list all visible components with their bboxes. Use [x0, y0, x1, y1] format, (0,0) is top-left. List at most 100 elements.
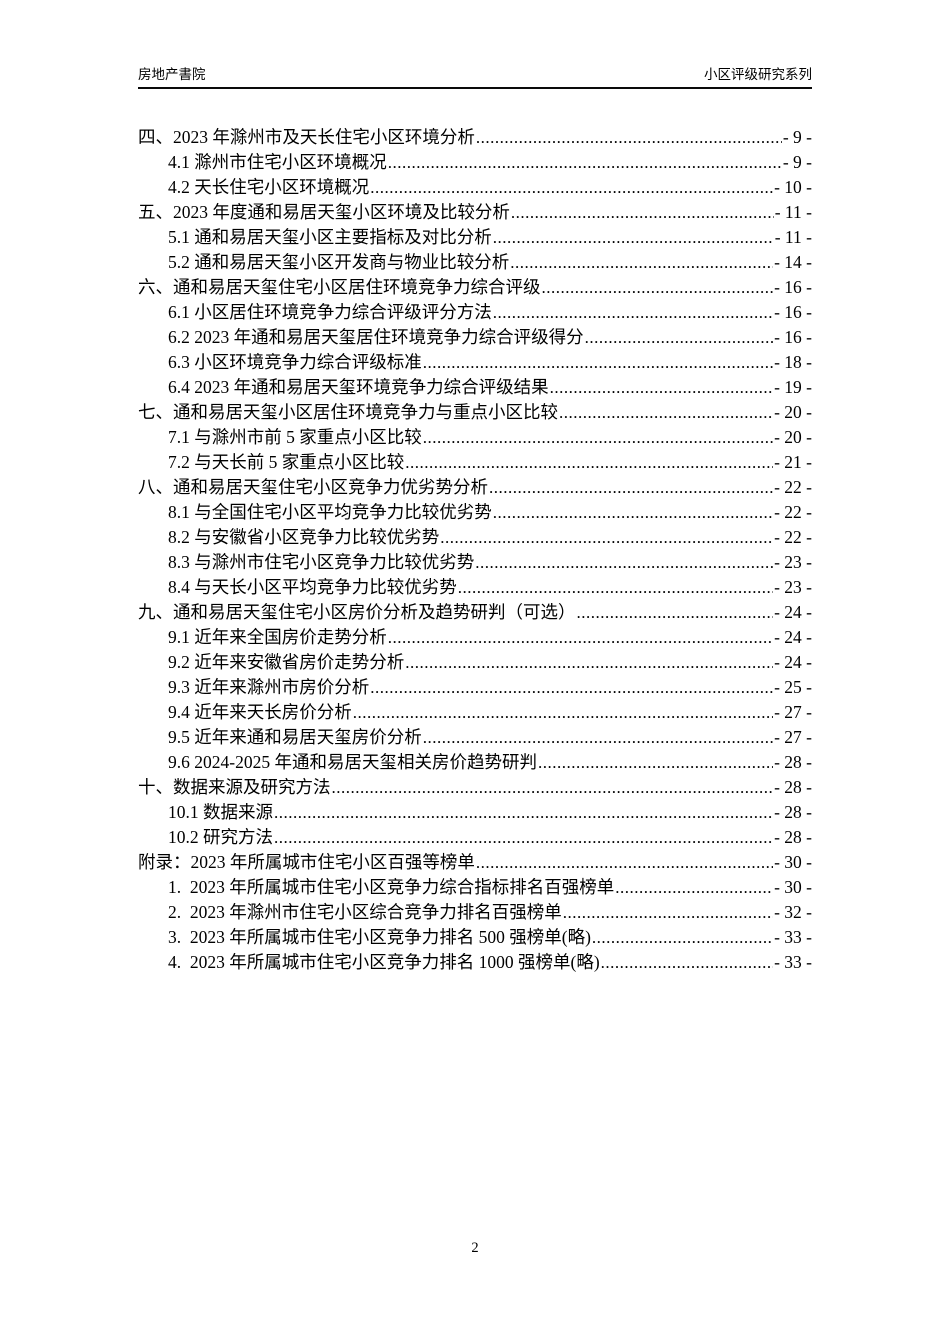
toc-entry: 8.2 与安徽省小区竞争力比较优劣势 - 22 -	[138, 525, 812, 550]
toc-entry-label: 8.4 与天长小区平均竞争力比较优劣势	[168, 577, 457, 597]
toc-entry-page-number: - 16 -	[774, 277, 812, 297]
toc-entry-page-number: - 9 -	[782, 127, 812, 147]
toc-entry-page-number: - 16 -	[774, 327, 812, 347]
toc-entry: 1. 2023 年所属城市住宅小区竞争力综合指标排名百强榜单 - 30 -	[138, 875, 812, 900]
toc-entry-page-number: - 24 -	[774, 627, 812, 647]
toc-dot-leader	[542, 275, 774, 300]
toc-dot-leader	[458, 575, 773, 600]
toc-entry: 3. 2023 年所属城市住宅小区竞争力排名 500 强榜单(略) - 33 -	[138, 925, 812, 950]
toc-entry-label: 九、通和易居天玺住宅小区房价分析及趋势研判（可选）	[138, 602, 576, 622]
toc-dot-leader	[370, 175, 773, 200]
toc-entry-label: 1. 2023 年所属城市住宅小区竞争力综合指标排名百强榜单	[168, 877, 615, 897]
toc-entry-label: 9.3 近年来滁州市房价分析	[168, 677, 370, 697]
toc-entry-page-number: - 16 -	[774, 302, 812, 322]
toc-dot-leader	[511, 200, 774, 225]
toc-entry-page-number: - 23 -	[774, 577, 812, 597]
toc-entry-label: 十、数据来源及研究方法	[138, 777, 331, 797]
toc-entry: 9.2 近年来安徽省房价走势分析 - 24 -	[138, 650, 812, 675]
toc-entry: 9.5 近年来通和易居天玺房价分析 - 27 -	[138, 725, 812, 750]
toc-dot-leader	[585, 325, 773, 350]
toc-entry-page-number: - 10 -	[774, 177, 812, 197]
toc-entry-label: 8.1 与全国住宅小区平均竞争力比较优劣势	[168, 502, 492, 522]
toc-entry-label: 2. 2023 年滁州市住宅小区综合竞争力排名百强榜单	[168, 902, 562, 922]
toc-entry: 8.1 与全国住宅小区平均竞争力比较优劣势 - 22 -	[138, 500, 812, 525]
toc-entry: 9.1 近年来全国房价走势分析 - 24 -	[138, 625, 812, 650]
toc-entry-page-number: - 32 -	[774, 902, 812, 922]
toc-entry-label: 七、通和易居天玺小区居住环境竞争力与重点小区比较	[138, 402, 558, 422]
toc-entry-label: 4.2 天长住宅小区环境概况	[168, 177, 370, 197]
toc-entry-label: 八、通和易居天玺住宅小区竞争力优劣势分析	[138, 477, 488, 497]
toc-dot-leader	[489, 475, 773, 500]
toc-entry-page-number: - 28 -	[774, 752, 812, 772]
toc-entry: 6.3 小区环境竞争力综合评级标准 - 18 -	[138, 350, 812, 375]
toc-dot-leader	[388, 150, 782, 175]
toc-entry: 十、数据来源及研究方法 - 28 -	[138, 775, 812, 800]
toc-entry-label: 9.4 近年来天长房价分析	[168, 702, 352, 722]
toc-entry-page-number: - 11 -	[774, 227, 812, 247]
toc-dot-leader	[388, 625, 773, 650]
toc-entry-label: 10.2 研究方法	[168, 827, 273, 847]
toc-dot-leader	[405, 450, 773, 475]
toc-entry: 9.4 近年来天长房价分析 - 27 -	[138, 700, 812, 725]
toc-entry-label: 9.1 近年来全国房价走势分析	[168, 627, 387, 647]
toc-entry: 7.1 与滁州市前 5 家重点小区比较 - 20 -	[138, 425, 812, 450]
toc-entry: 9.6 2024-2025 年通和易居天玺相关房价趋势研判 - 28 -	[138, 750, 812, 775]
toc-dot-leader	[423, 425, 773, 450]
toc-dot-leader	[615, 875, 773, 900]
toc-entry: 5.1 通和易居天玺小区主要指标及对比分析 - 11 -	[138, 225, 812, 250]
toc-entry-label: 5.2 通和易居天玺小区开发商与物业比较分析	[168, 252, 510, 272]
toc-entry-page-number: - 27 -	[774, 727, 812, 747]
toc-entry: 6.4 2023 年通和易居天玺环境竞争力综合评级结果 - 19 -	[138, 375, 812, 400]
toc: 四、2023 年滁州市及天长住宅小区环境分析 - 9 - 4.1 滁州市住宅小区…	[138, 125, 812, 975]
toc-entry: 8.3 与滁州市住宅小区竞争力比较优劣势 - 23 -	[138, 550, 812, 575]
toc-entry-label: 7.1 与滁州市前 5 家重点小区比较	[168, 427, 422, 447]
toc-entry-label: 四、2023 年滁州市及天长住宅小区环境分析	[138, 127, 475, 147]
toc-entry-label: 六、通和易居天玺住宅小区居住环境竞争力综合评级	[138, 277, 541, 297]
toc-entry-label: 五、2023 年度通和易居天玺小区环境及比较分析	[138, 202, 510, 222]
toc-entry: 九、通和易居天玺住宅小区房价分析及趋势研判（可选） - 24 -	[138, 600, 812, 625]
toc-entry: 附录：2023 年所属城市住宅小区百强等榜单 - 30 -	[138, 850, 812, 875]
toc-entry-page-number: - 11 -	[774, 202, 812, 222]
toc-entry-label: 8.3 与滁州市住宅小区竞争力比较优劣势	[168, 552, 475, 572]
toc-entry-page-number: - 20 -	[774, 427, 812, 447]
toc-entry-label: 6.4 2023 年通和易居天玺环境竞争力综合评级结果	[168, 377, 549, 397]
toc-dot-leader	[423, 350, 773, 375]
header-left-text: 房地产書院	[138, 67, 206, 82]
toc-entry: 2. 2023 年滁州市住宅小区综合竞争力排名百强榜单 - 32 -	[138, 900, 812, 925]
toc-dot-leader	[274, 800, 773, 825]
toc-entry-page-number: - 20 -	[774, 402, 812, 422]
toc-entry-page-number: - 22 -	[774, 477, 812, 497]
toc-entry: 4.2 天长住宅小区环境概况 - 10 -	[138, 175, 812, 200]
page-header: 房地产書院 小区评级研究系列	[138, 67, 812, 89]
toc-entry: 6.2 2023 年通和易居天玺居住环境竞争力综合评级得分 - 16 -	[138, 325, 812, 350]
toc-entry: 10.1 数据来源 - 28 -	[138, 800, 812, 825]
toc-dot-leader	[493, 500, 773, 525]
toc-entry-page-number: - 22 -	[774, 502, 812, 522]
toc-entry-label: 4.1 滁州市住宅小区环境概况	[168, 152, 387, 172]
toc-entry: 5.2 通和易居天玺小区开发商与物业比较分析 - 14 -	[138, 250, 812, 275]
toc-entry-page-number: - 19 -	[774, 377, 812, 397]
toc-entry-page-number: - 33 -	[774, 952, 812, 972]
toc-dot-leader	[493, 300, 773, 325]
toc-dot-leader	[550, 375, 773, 400]
toc-entry: 六、通和易居天玺住宅小区居住环境竞争力综合评级 - 16 -	[138, 275, 812, 300]
toc-dot-leader	[405, 650, 773, 675]
toc-entry: 6.1 小区居住环境竞争力综合评级评分方法 - 16 -	[138, 300, 812, 325]
toc-entry: 四、2023 年滁州市及天长住宅小区环境分析 - 9 -	[138, 125, 812, 150]
toc-entry-label: 9.5 近年来通和易居天玺房价分析	[168, 727, 422, 747]
toc-entry-label: 附录：2023 年所属城市住宅小区百强等榜单	[138, 852, 475, 872]
toc-entry-page-number: - 24 -	[774, 602, 812, 622]
toc-entry-page-number: - 30 -	[774, 877, 812, 897]
toc-entry: 9.3 近年来滁州市房价分析 - 25 -	[138, 675, 812, 700]
toc-entry-page-number: - 28 -	[774, 827, 812, 847]
toc-entry-label: 9.2 近年来安徽省房价走势分析	[168, 652, 405, 672]
toc-entry: 4.1 滁州市住宅小区环境概况 - 9 -	[138, 150, 812, 175]
toc-entry: 7.2 与天长前 5 家重点小区比较 - 21 -	[138, 450, 812, 475]
toc-entry-page-number: - 28 -	[774, 802, 812, 822]
toc-entry-label: 7.2 与天长前 5 家重点小区比较	[168, 452, 405, 472]
toc-dot-leader	[476, 125, 782, 150]
toc-entry-page-number: - 28 -	[774, 777, 812, 797]
toc-dot-leader	[559, 400, 773, 425]
page-number: 2	[471, 1240, 479, 1256]
